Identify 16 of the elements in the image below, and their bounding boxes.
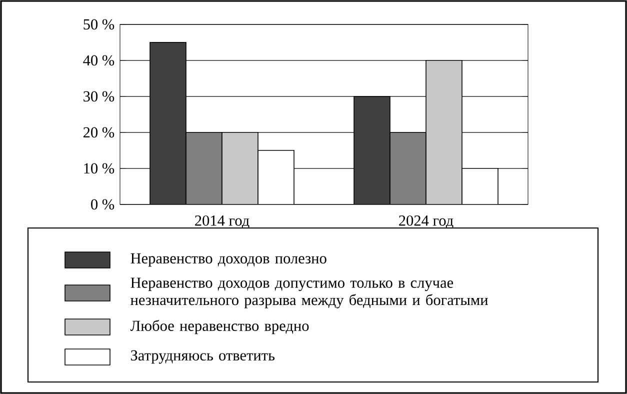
y-tick-label: 50 %: [84, 19, 114, 30]
y-tick-label: 0 %: [91, 199, 114, 210]
legend-label: Неравенство доходов полезно: [130, 253, 326, 267]
y-tick-label: 40 %: [83, 55, 114, 66]
legend-label: Затрудняюсь ответить: [130, 350, 275, 364]
legend-label: Неравенство доходов допустимо только в случае незначительного разрыва между бедными и богатыми: [130, 278, 488, 308]
y-tick-label: 30 %: [84, 91, 114, 102]
bar: [222, 132, 258, 204]
x-tick-label: 2024 год: [399, 215, 454, 229]
y-tick-label: 20 %: [83, 127, 114, 138]
legend-label: Любое неравенство вредно: [130, 320, 309, 334]
y-tick-label: 10 %: [84, 163, 114, 174]
bar: [186, 132, 222, 204]
bar: [390, 132, 426, 204]
bar: [426, 60, 462, 204]
x-tick-label: 2014 год: [195, 215, 250, 229]
